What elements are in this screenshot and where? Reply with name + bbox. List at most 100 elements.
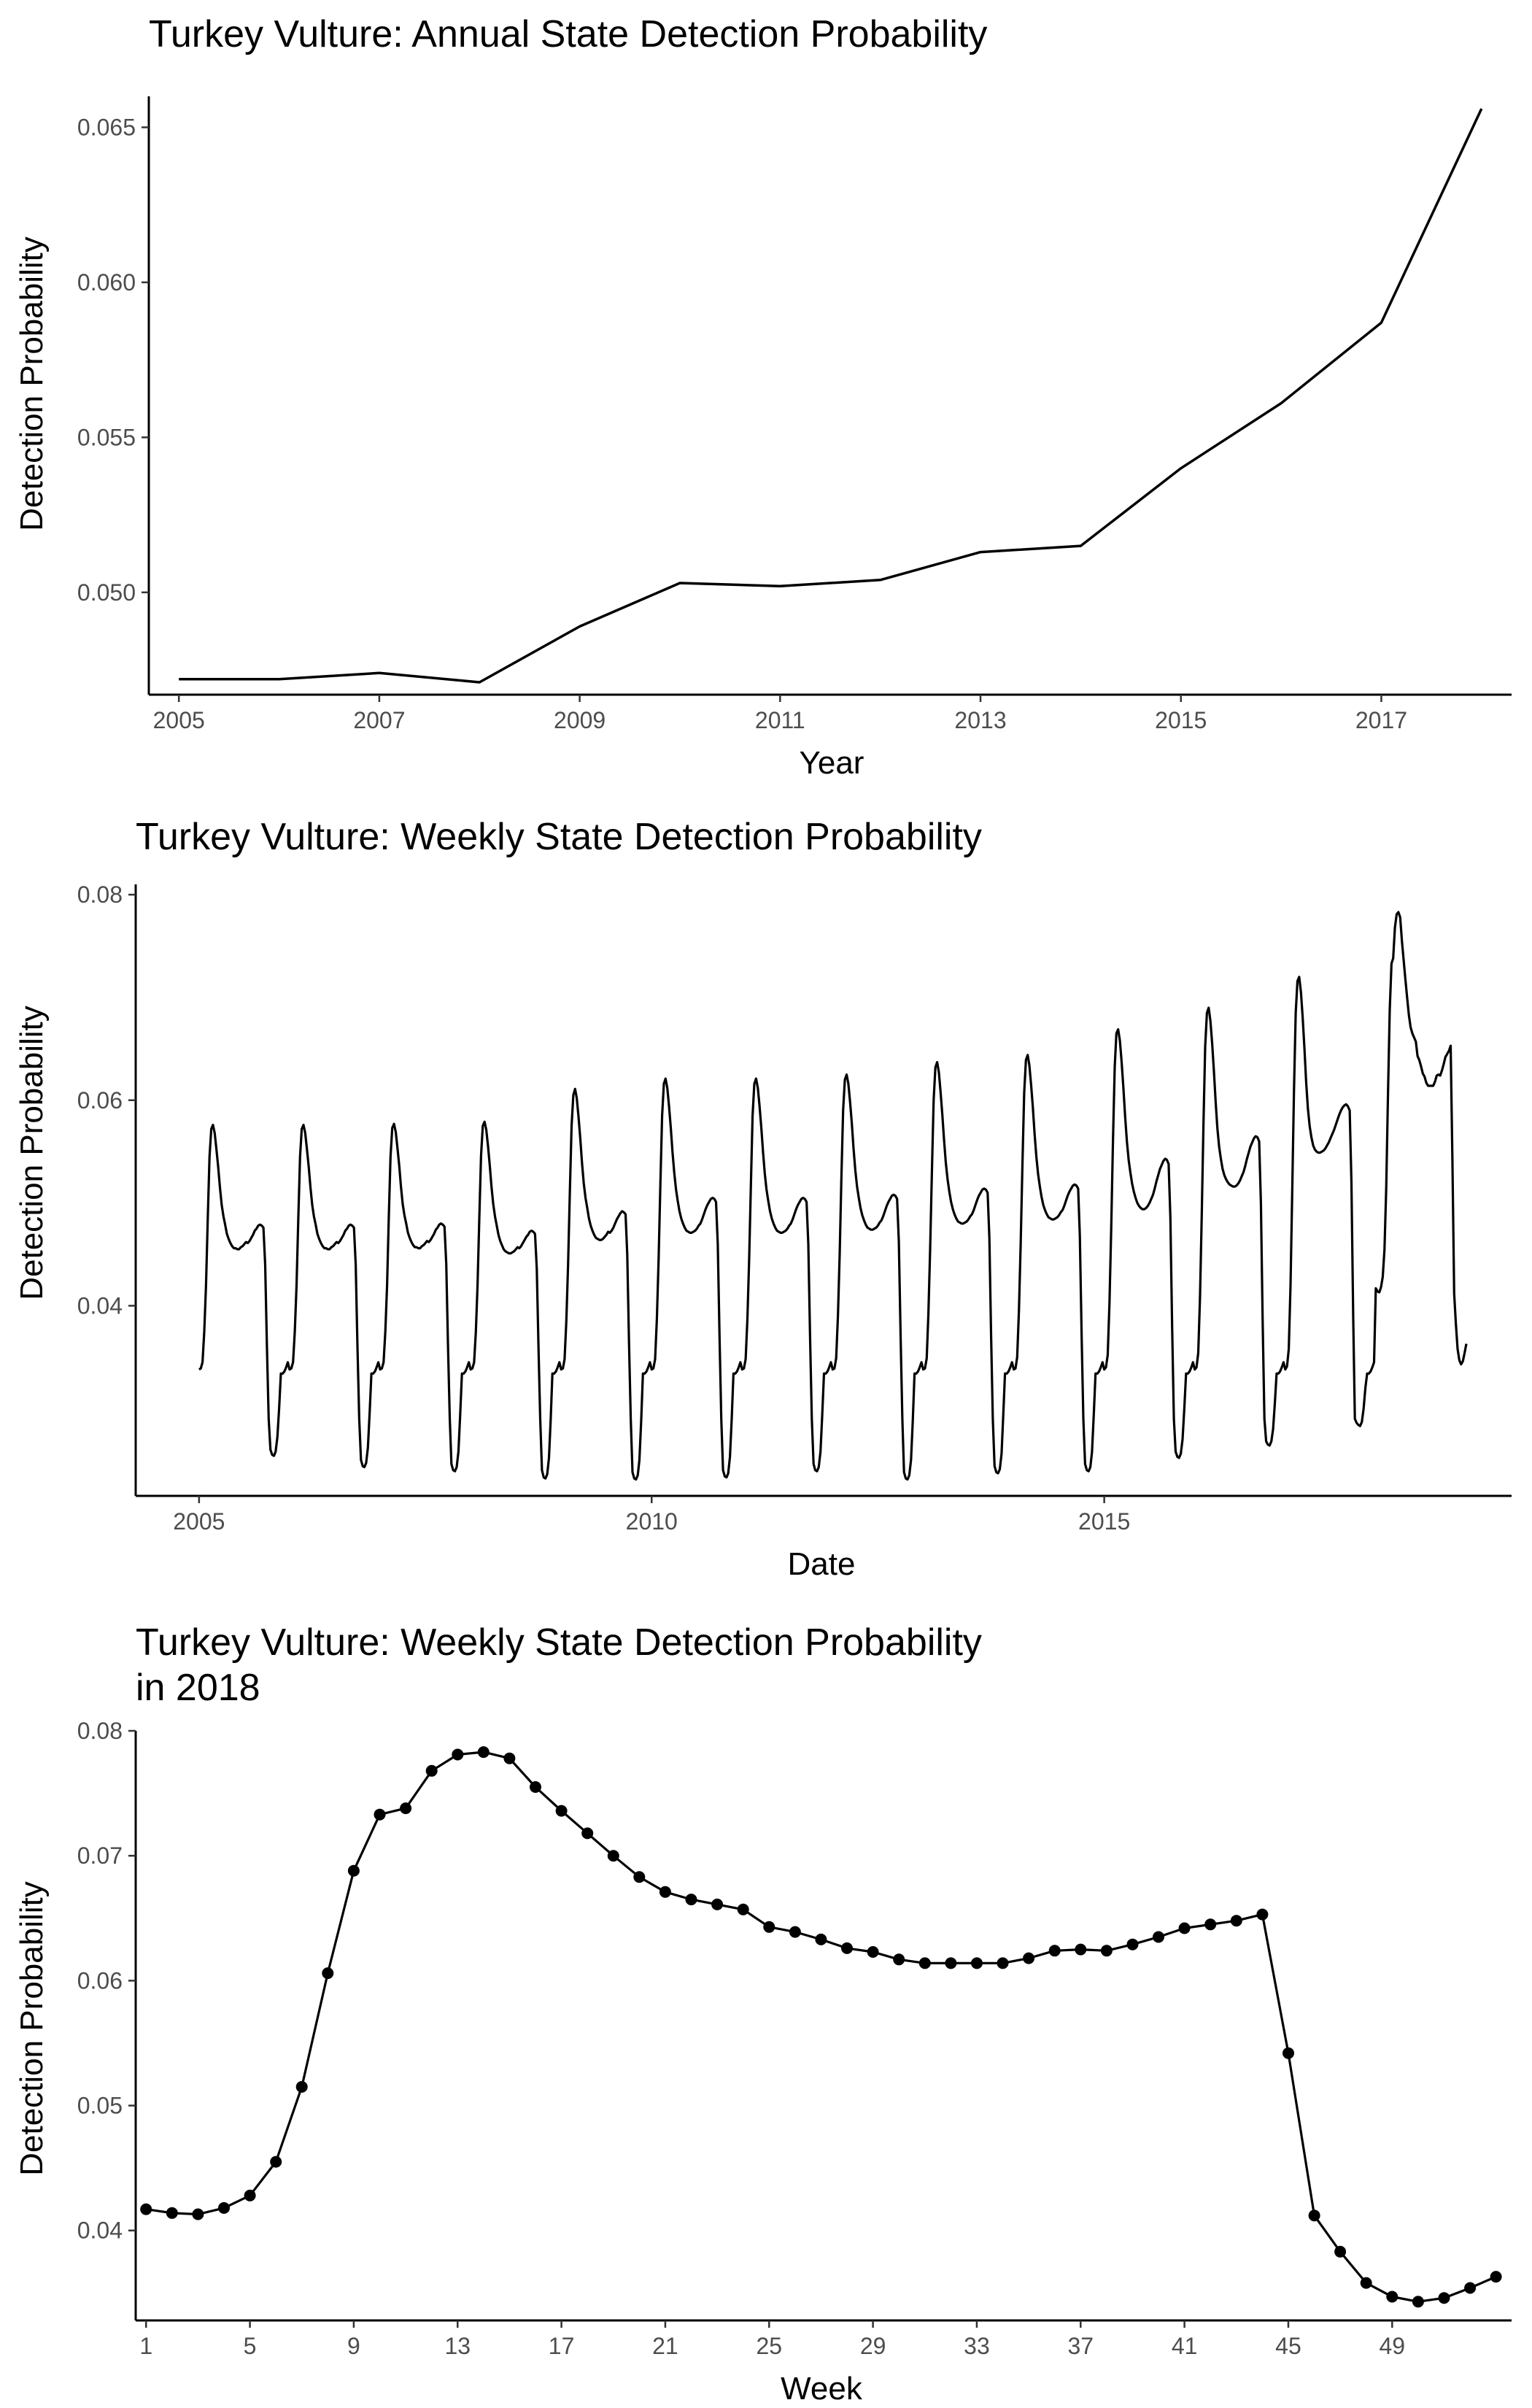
- y-tick-label: 0.050: [77, 579, 136, 606]
- data-point: [685, 1894, 697, 1906]
- y-tick-label: 0.060: [77, 269, 136, 296]
- data-point: [1360, 2277, 1372, 2289]
- data-point: [1023, 1952, 1035, 1964]
- y-tick-label: 0.04: [77, 2218, 123, 2244]
- data-point: [841, 1942, 853, 1954]
- data-point: [581, 1827, 594, 1840]
- data-point: [477, 1746, 490, 1759]
- axes: 0.04 0.05 0.06 0.07 0.08 1 5 9 13 17 21 25 29 33 37 41 4…: [77, 1718, 1512, 2359]
- data-point: [867, 1946, 879, 1958]
- data-point: [555, 1805, 568, 1817]
- data-point: [140, 2203, 152, 2215]
- data-point: [1048, 1945, 1061, 1957]
- data-point: [1204, 1918, 1217, 1931]
- data-point: [659, 1886, 671, 1898]
- data-point: [1308, 2210, 1320, 2222]
- data-point: [322, 1967, 334, 1980]
- x-tick-label: 17: [549, 2333, 575, 2359]
- x-tick-label: 2015: [1155, 707, 1207, 733]
- x-tick-label: 13: [444, 2333, 471, 2359]
- x-tick-label: 21: [652, 2333, 678, 2359]
- data-point: [633, 1871, 646, 1883]
- series-line: [179, 108, 1483, 684]
- x-tick-label: 2009: [554, 707, 606, 733]
- data-point: [400, 1802, 412, 1815]
- weekly-2018-panel: Turkey Vulture: Weekly State Detection P…: [14, 1621, 1512, 2407]
- data-point: [295, 2080, 308, 2093]
- x-tick-label: 2017: [1355, 707, 1407, 733]
- data-point: [918, 1957, 931, 1969]
- chart-title: Turkey Vulture: Annual State Detection P…: [149, 13, 987, 55]
- data-point: [1464, 2282, 1477, 2294]
- x-axis-title: Year: [800, 745, 864, 781]
- x-tick-label: 45: [1275, 2333, 1301, 2359]
- chart-title-line-1: Turkey Vulture: Weekly State Detection P…: [136, 1621, 982, 1664]
- y-axis-title: Detection Probability: [14, 1881, 50, 2176]
- y-tick-label: 0.055: [77, 424, 136, 450]
- series-line: [198, 911, 1468, 1481]
- data-point: [1438, 2292, 1450, 2304]
- y-tick-label: 0.05: [77, 2093, 123, 2119]
- data-point: [1230, 1915, 1242, 1927]
- y-tick-label: 0.07: [77, 1842, 123, 1869]
- y-tick-label: 0.065: [77, 114, 136, 140]
- data-point: [166, 2207, 178, 2219]
- y-tick-label: 0.06: [77, 1967, 123, 1994]
- data-point: [1490, 2271, 1502, 2283]
- data-point: [763, 1921, 775, 1933]
- y-tick-label: 0.04: [77, 1292, 123, 1319]
- x-tick-label: 9: [347, 2333, 360, 2359]
- data-point: [607, 1850, 619, 1862]
- data-point: [737, 1903, 749, 1915]
- data-point: [1126, 1938, 1139, 1950]
- data-point: [1256, 1908, 1269, 1921]
- x-tick-label: 33: [964, 2333, 990, 2359]
- x-axis-title: Week: [781, 2371, 863, 2407]
- data-point: [711, 1898, 724, 1910]
- data-point: [244, 2189, 256, 2201]
- data-point: [347, 1864, 360, 1877]
- data-point: [1178, 1922, 1191, 1934]
- x-tick-label: 2005: [173, 1508, 225, 1535]
- x-tick-label: 2015: [1078, 1508, 1130, 1535]
- x-tick-label: 2013: [954, 707, 1006, 733]
- x-tick-label: 5: [244, 2333, 257, 2359]
- x-tick-label: 2010: [626, 1508, 678, 1535]
- x-tick-label: 1: [139, 2333, 152, 2359]
- data-point: [503, 1752, 516, 1764]
- x-tick-label: 41: [1172, 2333, 1198, 2359]
- x-tick-label: 37: [1067, 2333, 1094, 2359]
- data-point: [815, 1933, 827, 1945]
- data-point: [1075, 1943, 1087, 1956]
- data-point: [971, 1957, 983, 1969]
- y-tick-label: 0.06: [77, 1087, 123, 1114]
- x-tick-label: 2011: [755, 707, 805, 733]
- weekly-panel: Turkey Vulture: Weekly State Detection P…: [14, 816, 1512, 1582]
- axes: 0.050 0.055 0.060 0.065 2005 2007 2009 2011 2013…: [77, 96, 1512, 733]
- x-tick-label: 29: [860, 2333, 886, 2359]
- data-point: [452, 1748, 464, 1761]
- data-point: [893, 1953, 905, 1966]
- y-axis-title: Detection Probability: [14, 1006, 50, 1300]
- data-point: [1100, 1945, 1113, 1957]
- chart-title: Turkey Vulture: Weekly State Detection P…: [136, 816, 982, 858]
- data-point: [945, 1957, 957, 1969]
- axes: 0.04 0.06 0.08 2005 2010 2015: [77, 881, 1512, 1535]
- x-tick-label: 2007: [353, 707, 405, 733]
- data-point: [374, 1808, 386, 1821]
- annual-panel: Turkey Vulture: Annual State Detection P…: [14, 13, 1512, 781]
- data-point: [997, 1957, 1009, 1969]
- data-point: [218, 2201, 230, 2214]
- chart-title-line-2: in 2018: [136, 1667, 260, 1709]
- data-point: [1412, 2296, 1424, 2308]
- y-tick-label: 0.08: [77, 1718, 123, 1744]
- y-axis-title: Detection Probability: [14, 236, 50, 531]
- x-tick-label: 25: [756, 2333, 782, 2359]
- data-point: [530, 1781, 541, 1793]
- data-point: [1386, 2291, 1398, 2303]
- y-tick-label: 0.08: [77, 881, 123, 908]
- x-tick-label: 49: [1380, 2333, 1406, 2359]
- x-tick-label: 2005: [153, 707, 205, 733]
- data-point: [1283, 2047, 1294, 2059]
